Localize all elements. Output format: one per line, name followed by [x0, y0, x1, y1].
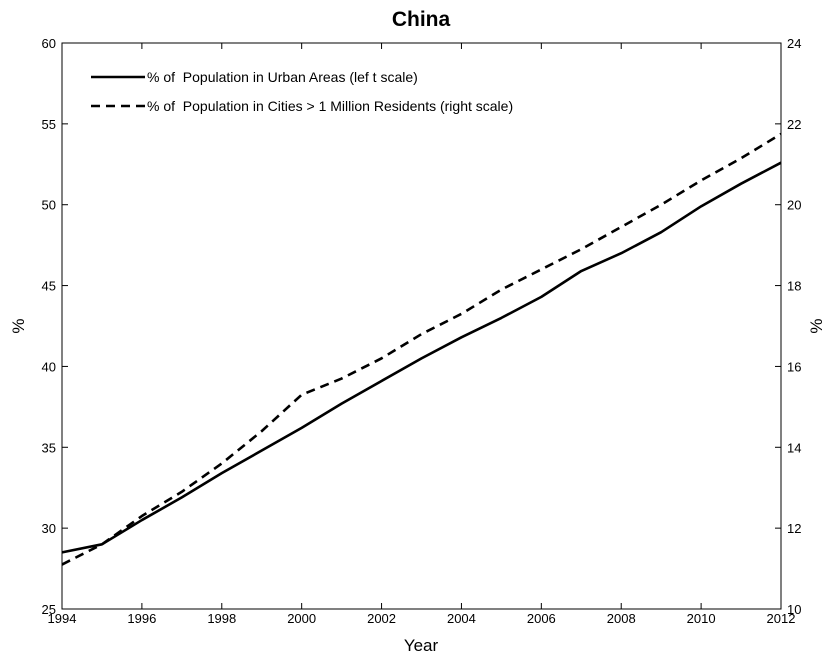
x-tick-label: 2000 — [287, 611, 316, 626]
x-tick-label: 1996 — [127, 611, 156, 626]
series-layer — [61, 132, 782, 566]
y-right-tick-label: 20 — [787, 198, 801, 213]
y-right-tick-label: 12 — [787, 521, 801, 536]
y-left-tick-label: 45 — [42, 279, 56, 294]
y-right-tick-label: 18 — [787, 279, 801, 294]
y-axis-right-label: % — [807, 318, 826, 333]
y-left-tick-label: 25 — [42, 602, 56, 617]
plot-border — [61, 42, 782, 610]
y-right-tick-label: 10 — [787, 602, 801, 617]
x-tick-label: 2004 — [447, 611, 476, 626]
y-left-tick-label: 50 — [42, 198, 56, 213]
y-left-tick-label: 35 — [42, 440, 56, 455]
x-tick-label: 1998 — [207, 611, 236, 626]
y-left-tick-label: 60 — [42, 36, 56, 51]
x-axis: 1994 1996 1998 2000 2002 2004 2006 2008 2010 2012 — [48, 43, 796, 626]
y-axis-left: 25 30 35 40 45 50 55 60 — [42, 36, 68, 617]
plot-area — [61, 42, 782, 610]
x-tick-label: 2012 — [767, 611, 796, 626]
legend: % of Population in Urban Areas (lef t sc… — [91, 69, 513, 114]
y-right-tick-label: 24 — [787, 36, 801, 51]
y-left-tick-label: 40 — [42, 359, 56, 374]
y-right-tick-label: 22 — [787, 117, 801, 132]
series-line-cities — [61, 132, 782, 566]
x-tick-label: 2002 — [367, 611, 396, 626]
y-right-tick-label: 16 — [787, 359, 801, 374]
legend-label-urban: % of Population in Urban Areas (lef t sc… — [147, 69, 418, 85]
y-axis-right: 10 12 14 16 18 20 22 24 — [775, 36, 801, 617]
y-left-tick-label: 30 — [42, 521, 56, 536]
x-tick-label: 2008 — [607, 611, 636, 626]
y-axis-left-label: % — [9, 318, 28, 333]
legend-label-cities: % of Population in Cities > 1 Million Re… — [147, 98, 513, 114]
y-right-tick-label: 14 — [787, 440, 801, 455]
x-tick-label: 2010 — [687, 611, 716, 626]
series-line-urban — [61, 161, 782, 554]
x-axis-label: Year — [404, 636, 439, 655]
x-tick-label: 2006 — [527, 611, 556, 626]
x-tick-label: 1994 — [48, 611, 77, 626]
chart-title: China — [392, 8, 451, 31]
y-left-tick-label: 55 — [42, 117, 56, 132]
